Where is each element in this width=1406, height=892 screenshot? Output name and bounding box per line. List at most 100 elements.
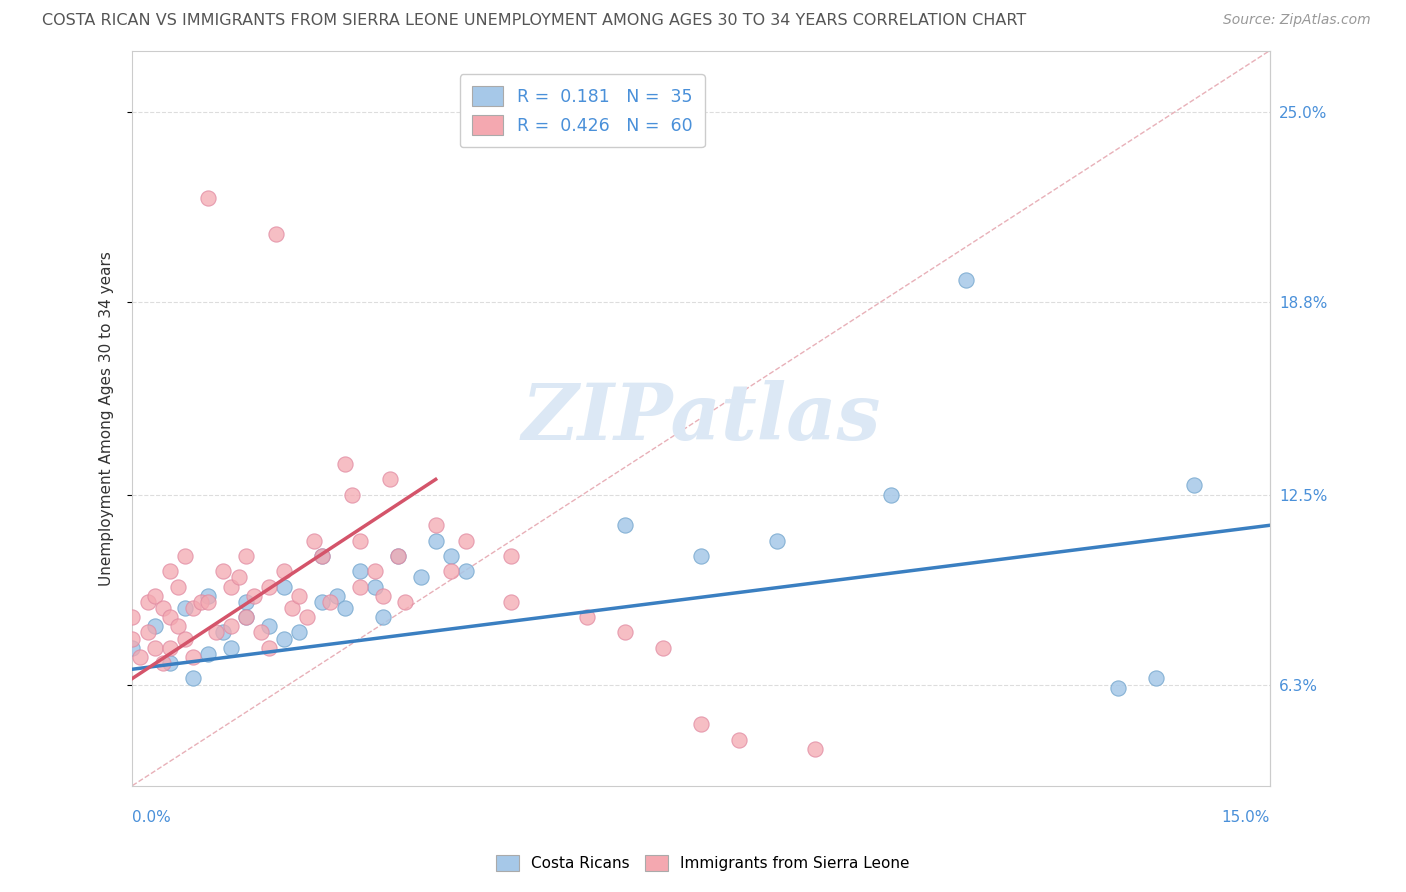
Point bbox=[242, 589, 264, 603]
Point bbox=[250, 625, 273, 640]
Point bbox=[728, 732, 751, 747]
Point bbox=[197, 191, 219, 205]
Point bbox=[333, 457, 356, 471]
Point bbox=[228, 570, 250, 584]
Legend: R =  0.181   N =  35, R =  0.426   N =  60: R = 0.181 N = 35, R = 0.426 N = 60 bbox=[460, 74, 704, 147]
Text: 0.0%: 0.0% bbox=[132, 810, 172, 825]
Point bbox=[273, 564, 295, 578]
Point bbox=[235, 610, 257, 624]
Point bbox=[349, 580, 371, 594]
Point bbox=[1144, 672, 1167, 686]
Point bbox=[387, 549, 409, 563]
Point bbox=[181, 650, 204, 665]
Point bbox=[219, 619, 242, 633]
Point bbox=[159, 610, 181, 624]
Point bbox=[288, 589, 311, 603]
Point bbox=[766, 533, 789, 548]
Point bbox=[219, 580, 242, 594]
Point bbox=[364, 564, 387, 578]
Point bbox=[121, 610, 143, 624]
Point bbox=[501, 595, 523, 609]
Point bbox=[159, 656, 181, 670]
Y-axis label: Unemployment Among Ages 30 to 34 years: Unemployment Among Ages 30 to 34 years bbox=[100, 251, 114, 585]
Point bbox=[235, 610, 257, 624]
Point bbox=[690, 549, 713, 563]
Point bbox=[380, 472, 402, 486]
Point bbox=[652, 640, 675, 655]
Point bbox=[409, 570, 432, 584]
Point bbox=[387, 549, 409, 563]
Point bbox=[121, 632, 143, 646]
Point bbox=[174, 632, 197, 646]
Point bbox=[333, 601, 356, 615]
Point bbox=[501, 549, 523, 563]
Legend: Costa Ricans, Immigrants from Sierra Leone: Costa Ricans, Immigrants from Sierra Leo… bbox=[491, 849, 915, 877]
Point bbox=[152, 656, 174, 670]
Point bbox=[879, 488, 901, 502]
Point bbox=[197, 589, 219, 603]
Point bbox=[143, 589, 166, 603]
Point bbox=[235, 595, 257, 609]
Point bbox=[136, 625, 159, 640]
Point bbox=[212, 564, 235, 578]
Point bbox=[803, 742, 825, 756]
Point bbox=[318, 595, 340, 609]
Point bbox=[136, 595, 159, 609]
Point bbox=[121, 640, 143, 655]
Point bbox=[174, 601, 197, 615]
Point bbox=[349, 564, 371, 578]
Point bbox=[955, 273, 977, 287]
Point bbox=[167, 580, 190, 594]
Point bbox=[342, 488, 364, 502]
Point bbox=[204, 625, 226, 640]
Point bbox=[454, 533, 477, 548]
Text: ZIPatlas: ZIPatlas bbox=[522, 380, 880, 457]
Point bbox=[143, 640, 166, 655]
Point bbox=[197, 647, 219, 661]
Point bbox=[349, 533, 371, 548]
Point bbox=[304, 533, 326, 548]
Point bbox=[371, 589, 394, 603]
Point bbox=[1107, 681, 1129, 695]
Point bbox=[181, 672, 204, 686]
Point bbox=[174, 549, 197, 563]
Point bbox=[311, 549, 333, 563]
Point bbox=[181, 601, 204, 615]
Point bbox=[454, 564, 477, 578]
Point bbox=[326, 589, 349, 603]
Point bbox=[364, 580, 387, 594]
Text: COSTA RICAN VS IMMIGRANTS FROM SIERRA LEONE UNEMPLOYMENT AMONG AGES 30 TO 34 YEA: COSTA RICAN VS IMMIGRANTS FROM SIERRA LE… bbox=[42, 13, 1026, 29]
Point bbox=[394, 595, 416, 609]
Point bbox=[614, 625, 637, 640]
Point bbox=[257, 619, 280, 633]
Point bbox=[159, 640, 181, 655]
Point bbox=[273, 632, 295, 646]
Point bbox=[576, 610, 599, 624]
Point bbox=[129, 650, 152, 665]
Point bbox=[690, 717, 713, 731]
Point bbox=[614, 518, 637, 533]
Point bbox=[143, 619, 166, 633]
Text: 15.0%: 15.0% bbox=[1222, 810, 1270, 825]
Point bbox=[295, 610, 318, 624]
Point bbox=[257, 640, 280, 655]
Point bbox=[311, 549, 333, 563]
Point bbox=[425, 533, 447, 548]
Point bbox=[273, 580, 295, 594]
Point bbox=[440, 564, 463, 578]
Point bbox=[266, 227, 288, 242]
Point bbox=[167, 619, 190, 633]
Point bbox=[371, 610, 394, 624]
Point bbox=[1182, 478, 1205, 492]
Point bbox=[425, 518, 447, 533]
Point bbox=[212, 625, 235, 640]
Point bbox=[280, 601, 302, 615]
Point bbox=[159, 564, 181, 578]
Point bbox=[311, 595, 333, 609]
Point bbox=[152, 601, 174, 615]
Point bbox=[219, 640, 242, 655]
Point bbox=[440, 549, 463, 563]
Point bbox=[190, 595, 212, 609]
Text: Source: ZipAtlas.com: Source: ZipAtlas.com bbox=[1223, 13, 1371, 28]
Point bbox=[288, 625, 311, 640]
